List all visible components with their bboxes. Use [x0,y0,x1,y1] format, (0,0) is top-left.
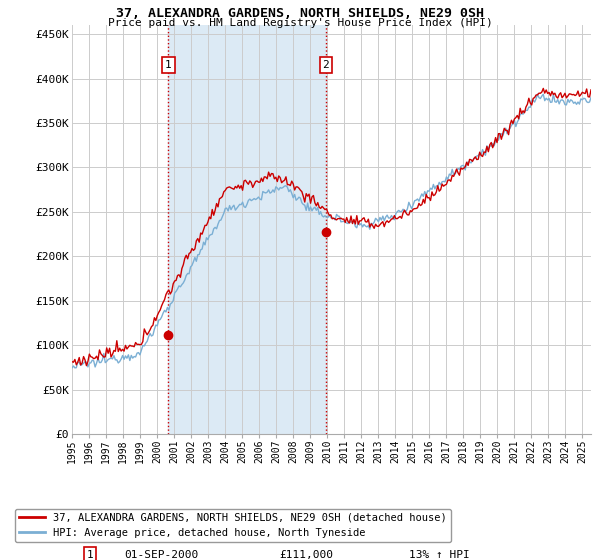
Text: 1: 1 [165,60,172,70]
Legend: 37, ALEXANDRA GARDENS, NORTH SHIELDS, NE29 0SH (detached house), HPI: Average pr: 37, ALEXANDRA GARDENS, NORTH SHIELDS, NE… [15,508,451,542]
Text: 37, ALEXANDRA GARDENS, NORTH SHIELDS, NE29 0SH: 37, ALEXANDRA GARDENS, NORTH SHIELDS, NE… [116,7,484,20]
Text: 1: 1 [87,549,94,559]
Bar [169,25,326,434]
Text: 2: 2 [323,60,329,70]
Text: 01-SEP-2000: 01-SEP-2000 [124,549,198,559]
Text: Price paid vs. HM Land Registry's House Price Index (HPI): Price paid vs. HM Land Registry's House … [107,18,493,28]
Text: 13% ↑ HPI: 13% ↑ HPI [409,549,470,559]
Text: £111,000: £111,000 [280,549,334,559]
